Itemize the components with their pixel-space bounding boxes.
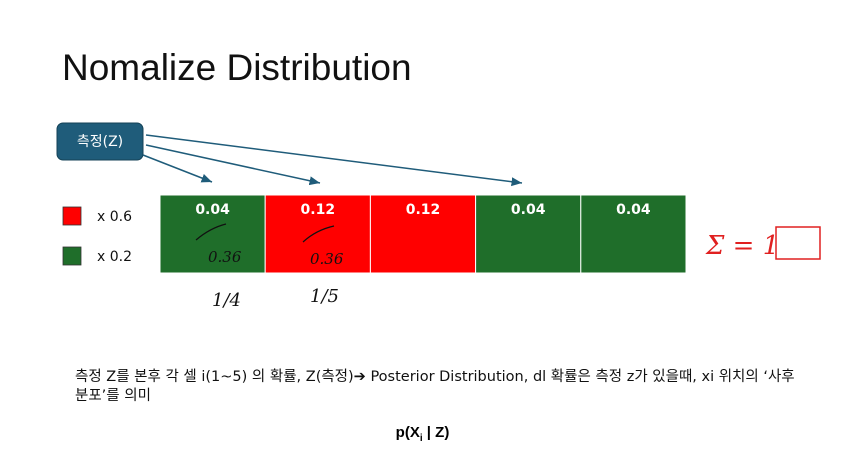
hand-note: 1/5 [310,286,339,307]
legend-swatch [62,246,82,266]
hand-stroke [195,223,227,241]
cell-value: 0.12 [301,202,336,218]
formula-subscript: i [419,433,423,444]
hand-note: 0.36 [310,250,344,268]
hand-note: 1/4 [212,290,241,311]
arrows [142,134,523,187]
measure-label: 측정(Z) [77,134,123,150]
cell [264,194,371,274]
cell-value: 0.12 [406,202,441,218]
cell-value: 0.04 [511,202,546,218]
hand-note: 0.36 [208,248,242,266]
measure-button [56,122,144,161]
cell [369,194,477,274]
formula-part: p(X [395,424,420,441]
cell [159,194,266,274]
sum-box [775,226,821,260]
slide-title: Nomalize Distribution [62,47,412,88]
cell-value: 0.04 [616,202,651,218]
arrow [145,134,523,187]
legend-swatch [62,206,82,226]
formula: p(Xi | Z) [0,424,845,444]
formula-part: | Z) [422,424,450,441]
hand-stroke [302,225,335,243]
legend-label: x 0.6 [97,209,132,225]
legend-label: x 0.2 [97,249,132,265]
cell [475,194,582,274]
legend: x 0.6 x 0.2 [62,206,132,266]
cell-value: 0.04 [195,202,230,218]
hand-strokes [195,223,335,243]
cell [580,194,687,274]
arrow [142,154,213,183]
sum-note: Σ = 1 [705,231,779,261]
arrow [145,144,321,186]
cells: 0.04 0.12 0.12 0.04 0.04 [159,194,687,274]
body-text: 측정 Z를 본후 각 셀 i(1~5) 의 확률, Z(측정)➔ Posteri… [75,369,795,404]
